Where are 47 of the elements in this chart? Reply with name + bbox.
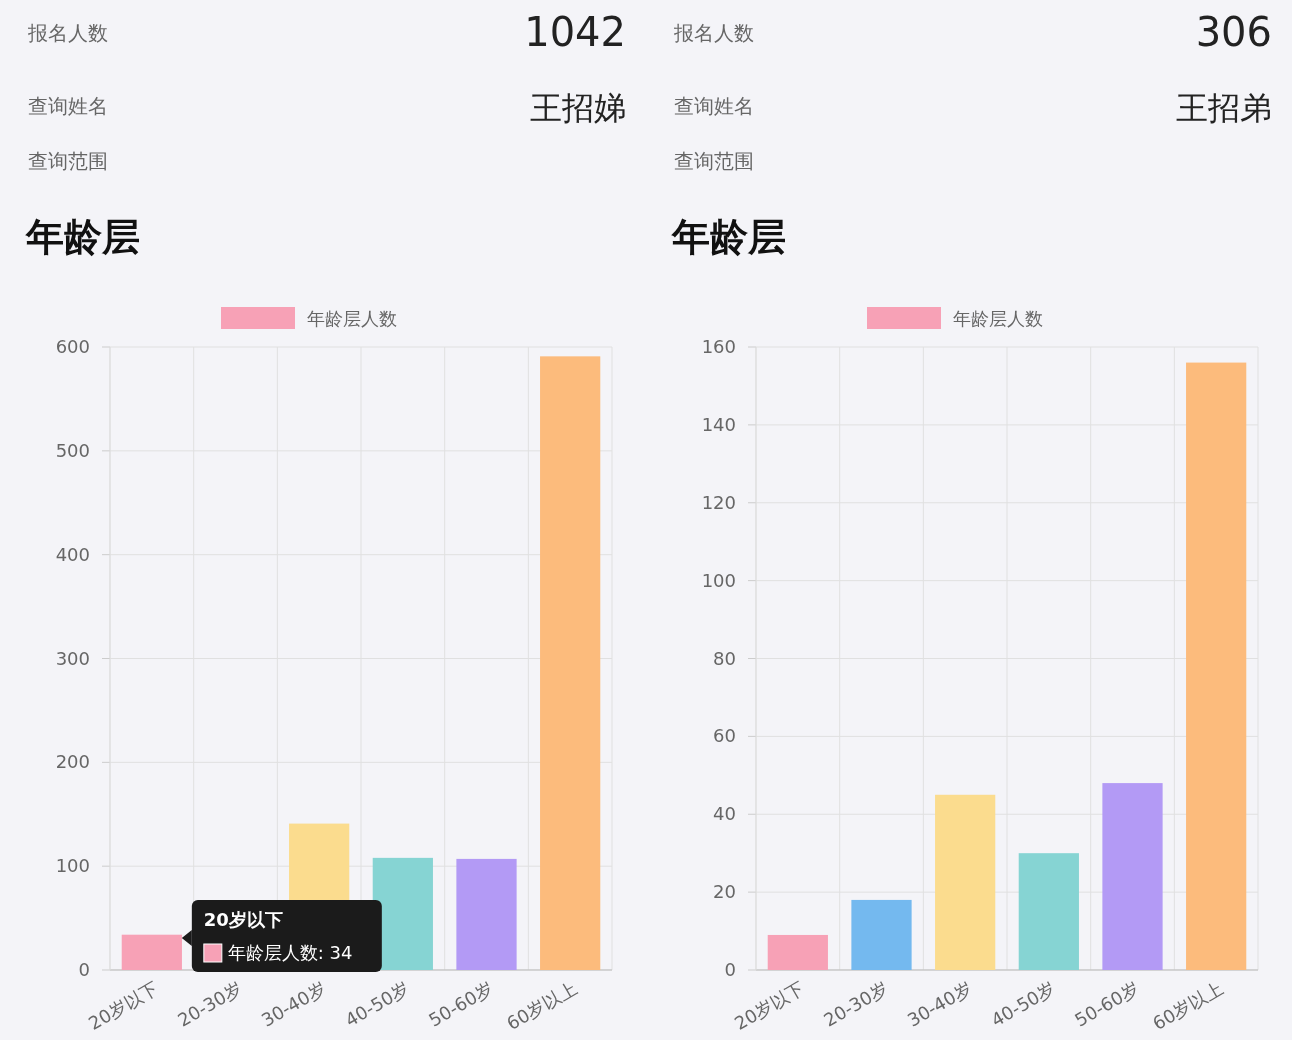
text: 王招弟	[1176, 89, 1272, 127]
bar	[540, 356, 601, 970]
bar	[935, 794, 996, 970]
bar	[767, 934, 828, 970]
y-tick-label: 160	[701, 336, 736, 357]
bar	[1102, 783, 1163, 970]
text: 王招娣	[530, 89, 626, 127]
bar	[1018, 853, 1079, 970]
y-tick-label: 400	[55, 543, 90, 565]
x-tick-label: 60岁以上	[1149, 977, 1227, 1034]
chart-title: 年龄层	[25, 215, 140, 259]
legend-label: 年龄层人数	[307, 308, 397, 329]
y-tick-label: 80	[713, 647, 736, 669]
y-tick-label: 200	[55, 751, 90, 773]
legend-label: 年龄层人数	[953, 308, 1043, 329]
y-tick-label: 100	[701, 569, 736, 591]
text: 1042	[524, 9, 626, 55]
bar	[456, 858, 517, 970]
text: 查询姓名	[674, 94, 754, 118]
y-tick-label: 0	[78, 959, 90, 980]
y-tick-label: 0	[724, 959, 736, 980]
x-tick-label: 20岁以下	[730, 977, 808, 1034]
annotation: 年龄层人数: 34	[227, 942, 353, 963]
text: 报名人数	[27, 21, 108, 45]
picture-tooltip: 20岁以下 年龄层人数: 34	[181, 900, 382, 972]
y-tick-label: 40	[713, 803, 736, 825]
y-tick-label: 140	[701, 413, 736, 435]
y-tick-label: 600	[55, 336, 90, 357]
x-tick-label: 60岁以上	[503, 977, 581, 1034]
bar	[1186, 362, 1247, 970]
text: 查询范围	[28, 149, 108, 173]
bar	[372, 857, 433, 970]
text: 报名人数	[673, 21, 754, 45]
bar	[121, 934, 182, 970]
y-tick-label: 500	[55, 439, 90, 461]
y-tick-label: 100	[55, 855, 90, 877]
y-tick-label: 300	[55, 647, 90, 669]
y-tick-label: 120	[701, 491, 736, 513]
y-tick-label: 20	[713, 881, 736, 903]
text: 查询范围	[674, 149, 754, 173]
y-tick-label: 60	[713, 725, 736, 747]
x-tick-label: 20岁以下	[84, 977, 162, 1034]
text: 查询姓名	[28, 94, 108, 118]
chart-title: 年龄层	[671, 215, 786, 259]
bar	[851, 899, 912, 970]
annotation: 20岁以下	[203, 909, 283, 930]
text: 306	[1195, 9, 1272, 55]
